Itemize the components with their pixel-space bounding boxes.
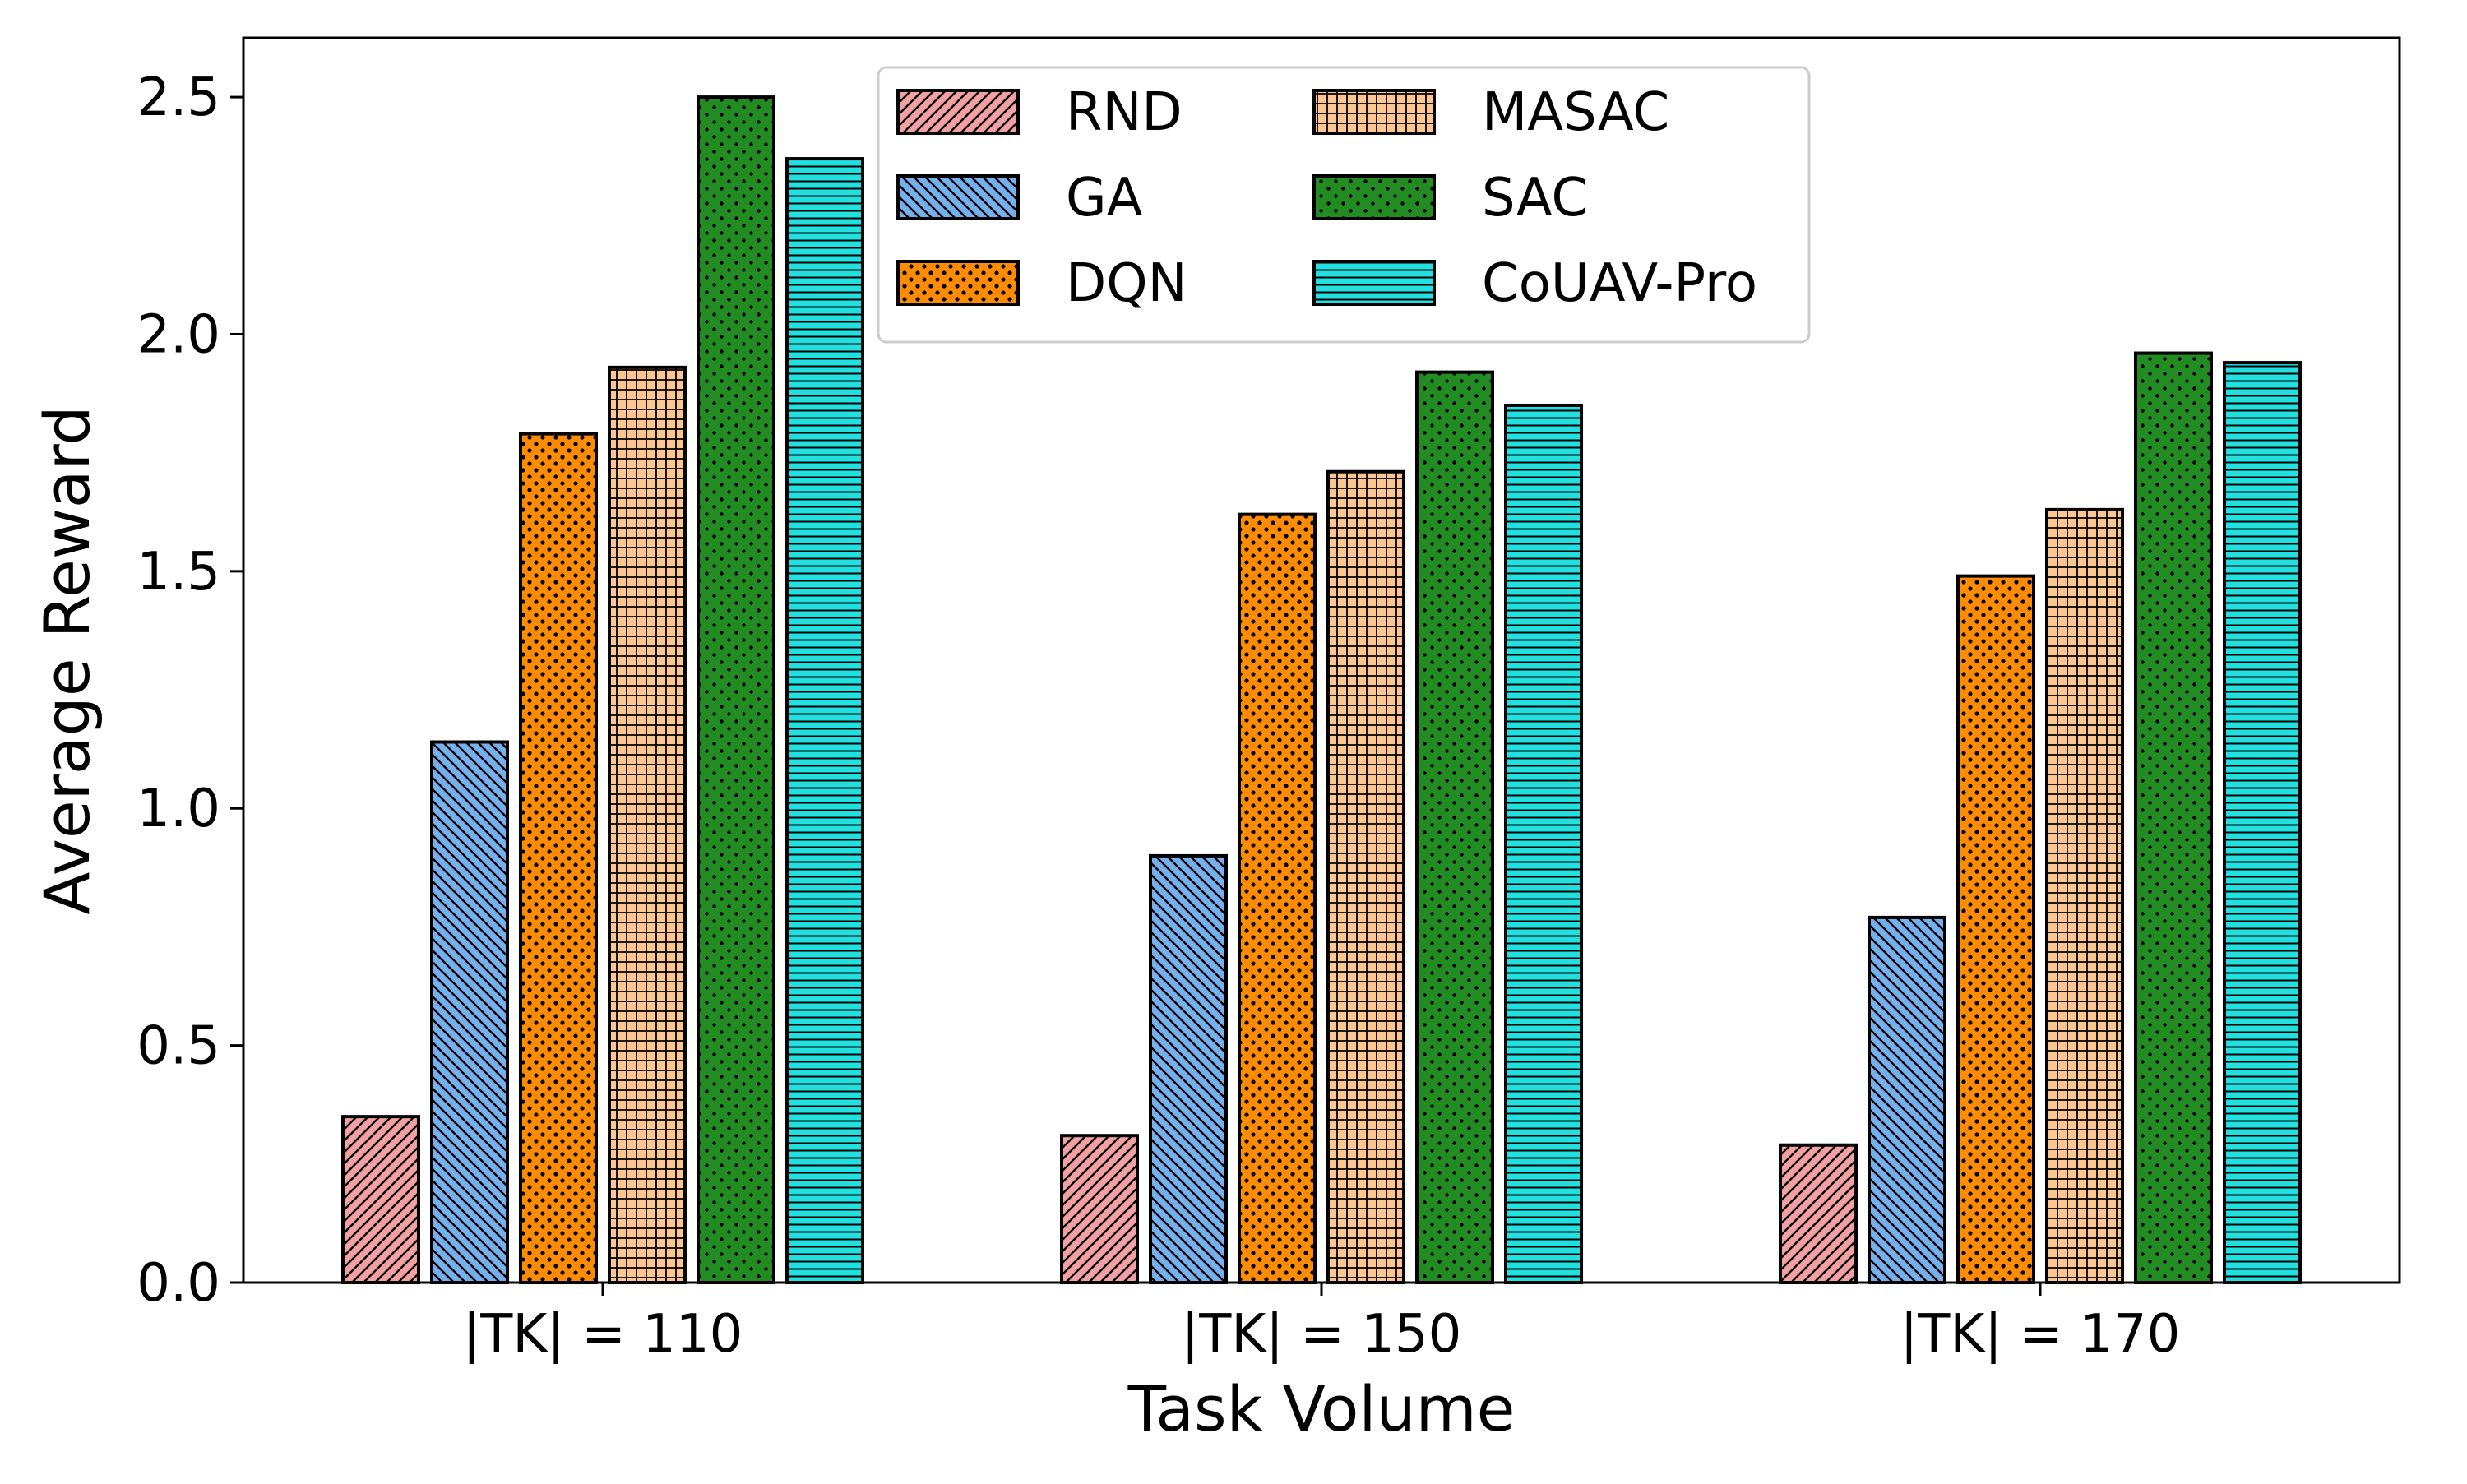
bar-rnd: [1060, 1134, 1139, 1285]
bar-sac: [697, 95, 775, 1285]
legend-label: DQN: [1066, 253, 1187, 314]
y-tick-label: 0.5: [137, 1016, 220, 1077]
bar-outline: [1326, 469, 1405, 1284]
bar-couav-pro: [785, 157, 864, 1284]
y-tick-label: 1.0: [137, 779, 220, 839]
y-axis: 0.0 0.5 1.0 1.5 2.0 2.5: [137, 67, 243, 1314]
y-axis-label: Average Reward: [30, 405, 104, 914]
bar-outline: [1868, 915, 1946, 1284]
bar-outline: [697, 95, 775, 1285]
bar-couav-pro: [2223, 361, 2302, 1284]
legend-label: RND: [1066, 82, 1183, 143]
legend: RND GA DQN MASAC SAC CoUAV-Pro: [877, 66, 1811, 344]
x-tick-label: |TK| = 110: [463, 1304, 743, 1365]
legend-item-rnd: RND: [896, 82, 1183, 143]
x-tick-label: |TK| = 150: [1182, 1304, 1462, 1365]
legend-label: SAC: [1482, 168, 1588, 229]
bar-couav-pro: [1504, 403, 1583, 1284]
bar-dqn: [519, 432, 598, 1284]
y-tick-label: 2.5: [137, 67, 220, 128]
x-axis: |TK| = 110 |TK| = 150 |TK| = 170: [463, 1283, 2181, 1365]
y-tick-label: 2.0: [137, 304, 220, 365]
bar-ga: [430, 740, 509, 1284]
legend-label: CoUAV-Pro: [1482, 253, 1757, 314]
bar-masac: [1326, 469, 1405, 1284]
bar-outline: [430, 740, 509, 1284]
legend-swatch-outline: [1312, 260, 1436, 306]
bar-sac: [1415, 370, 1494, 1284]
legend-item-ga: GA: [896, 168, 1143, 229]
bar-outline: [1956, 574, 2035, 1284]
bar-outline: [2045, 507, 2124, 1284]
bar-outline: [1149, 853, 1228, 1284]
y-tick-label: 0.0: [137, 1253, 220, 1314]
bar-outline: [341, 1115, 420, 1284]
bar-masac: [2045, 507, 2124, 1284]
legend-swatch-outline: [896, 260, 1020, 306]
y-tick-label: 1.5: [137, 542, 220, 603]
bar-outline: [1060, 1134, 1139, 1285]
bar-outline: [519, 432, 598, 1284]
legend-swatch-outline: [896, 89, 1020, 135]
bar-outline: [2223, 361, 2302, 1284]
legend-label: GA: [1066, 168, 1143, 229]
bar-dqn: [1238, 512, 1317, 1284]
bars-layer: [341, 95, 2302, 1285]
legend-swatch-outline: [1312, 174, 1436, 220]
bar-rnd: [341, 1115, 420, 1284]
bar-outline: [2134, 351, 2213, 1285]
legend-swatch-outline: [1312, 89, 1436, 135]
bar-sac: [2134, 351, 2213, 1285]
bar-outline: [1238, 512, 1317, 1284]
legend-item-masac: MASAC: [1312, 82, 1669, 143]
bar-ga: [1868, 915, 1946, 1284]
bar-dqn: [1956, 574, 2035, 1284]
legend-item-sac: SAC: [1312, 168, 1588, 229]
bar-outline: [1415, 370, 1494, 1284]
legend-label: MASAC: [1482, 82, 1669, 143]
legend-item-couav-pro: CoUAV-Pro: [1312, 253, 1757, 314]
bar-outline: [608, 365, 687, 1285]
bar-ga: [1149, 853, 1228, 1284]
bar-outline: [1779, 1143, 1858, 1284]
x-tick-label: |TK| = 170: [1900, 1304, 2181, 1365]
bar-rnd: [1779, 1143, 1858, 1284]
bar-outline: [785, 157, 864, 1284]
legend-swatch-outline: [896, 174, 1020, 220]
bar-outline: [1504, 403, 1583, 1284]
bar-masac: [608, 365, 687, 1285]
legend-item-dqn: DQN: [896, 253, 1187, 314]
x-axis-label: Task Volume: [1127, 1372, 1516, 1445]
